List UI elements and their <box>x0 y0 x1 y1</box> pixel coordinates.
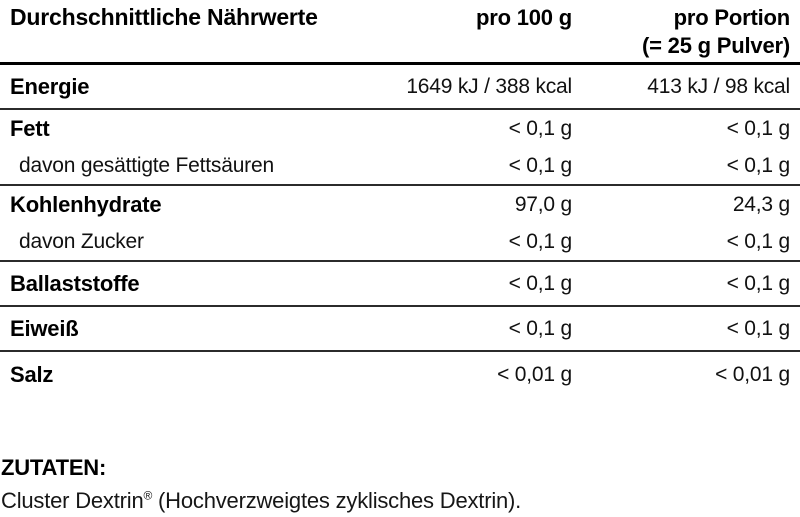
row-label: Energie <box>10 73 90 99</box>
row-value-per-100g: 1649 kJ / 388 kcal <box>406 74 572 98</box>
table-row-zucker: davon Zucker < 0,1 g < 0,1 g <box>0 224 800 262</box>
row-value-per-portion: < 0,1 g <box>726 154 791 177</box>
table-row-eiweiss: Eiweiß < 0,1 g < 0,1 g <box>0 307 800 352</box>
row-value-per-100g: < 0,1 g <box>508 316 573 340</box>
ingredient-description: (Hochverzweigtes zyklisches Dextrin). <box>152 488 522 513</box>
ingredients-heading: ZUTATEN: <box>1 455 107 480</box>
column-header-per-100g: pro 100 g <box>475 5 572 30</box>
table-row-fett: Fett < 0,1 g < 0,1 g <box>0 110 800 148</box>
row-value-per-portion: 413 kJ / 98 kcal <box>647 74 790 98</box>
nutrition-table: Durchschnittliche Nährwerte pro 100 g pr… <box>0 0 800 397</box>
row-value-per-100g: < 0,1 g <box>508 271 573 295</box>
row-value-per-portion: < 0,01 g <box>715 362 790 386</box>
row-value-per-portion: < 0,1 g <box>726 230 791 253</box>
row-sublabel: davon gesättigte Fettsäuren <box>19 154 274 177</box>
table-row-ballaststoffe: Ballaststoffe < 0,1 g < 0,1 g <box>0 262 800 307</box>
row-label: Kohlenhydrate <box>10 192 162 217</box>
ingredients-section: ZUTATEN: Cluster Dextrin® (Hochverzweigt… <box>0 455 800 514</box>
table-title: Durchschnittliche Nährwerte <box>10 4 318 30</box>
registered-trademark-symbol: ® <box>143 488 153 503</box>
per-portion-line2: (= 25 g Pulver) <box>641 33 790 58</box>
row-sublabel: davon Zucker <box>19 230 144 253</box>
row-value-per-portion: < 0,1 g <box>726 271 791 295</box>
column-header-per-portion: pro Portion (= 25 g Pulver) <box>572 4 790 60</box>
table-row-kohlenhydrate: Kohlenhydrate 97,0 g 24,3 g <box>0 186 800 224</box>
table-row-energie: Energie 1649 kJ / 388 kcal 413 kJ / 98 k… <box>0 65 800 110</box>
row-value-per-portion: < 0,1 g <box>726 316 791 340</box>
table-row-gesaettigte-fettsaeuren: davon gesättigte Fettsäuren < 0,1 g < 0,… <box>0 148 800 186</box>
table-row-salz: Salz < 0,01 g < 0,01 g <box>0 352 800 397</box>
row-value-per-100g: 97,0 g <box>514 193 572 216</box>
per-portion-line1: pro Portion <box>673 5 791 30</box>
row-value-per-100g: < 0,1 g <box>508 117 573 140</box>
row-value-per-100g: < 0,01 g <box>497 362 572 386</box>
ingredients-text: Cluster Dextrin® (Hochverzweigtes zyklis… <box>1 488 800 514</box>
row-value-per-portion: 24,3 g <box>732 193 790 216</box>
row-label: Fett <box>10 116 50 141</box>
row-label: Ballaststoffe <box>10 270 140 296</box>
ingredient-name: Cluster Dextrin <box>1 488 144 513</box>
table-header-row: Durchschnittliche Nährwerte pro 100 g pr… <box>0 0 800 65</box>
row-value-per-100g: < 0,1 g <box>508 154 573 177</box>
row-label: Salz <box>10 361 54 387</box>
row-label: Eiweiß <box>10 315 79 341</box>
row-value-per-100g: < 0,1 g <box>508 230 573 253</box>
row-value-per-portion: < 0,1 g <box>726 117 791 140</box>
